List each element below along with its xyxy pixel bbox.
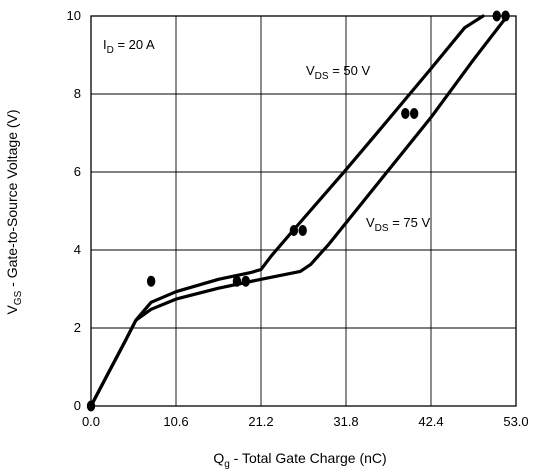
y-tick-label: 4 — [74, 242, 81, 257]
data-marker — [492, 10, 501, 22]
data-marker — [232, 275, 242, 287]
data-marker — [241, 275, 250, 287]
x-tick-label: 42.4 — [418, 414, 443, 429]
x-tick-labels: 0.0 10.6 21.2 31.8 42.4 53.0 — [82, 414, 529, 429]
y-tick-label: 6 — [74, 164, 81, 179]
y-tick-label: 10 — [67, 8, 81, 23]
data-markers — [86, 10, 510, 412]
x-tick-label: 53.0 — [503, 414, 528, 429]
series-lines — [89, 14, 509, 408]
series-line-2 — [89, 14, 509, 408]
y-tick-label: 2 — [74, 320, 81, 335]
x-axis-label: Qg - Total Gate Charge (nC) — [213, 450, 386, 470]
data-marker — [501, 10, 510, 22]
grid-lines — [91, 16, 516, 406]
plot-area — [90, 15, 517, 407]
data-marker — [409, 108, 419, 119]
annotation-id: ID = 20 A — [103, 37, 155, 56]
x-tick-label: 31.8 — [333, 414, 358, 429]
annotation-vds-75: VDS = 75 V — [366, 215, 430, 234]
data-marker — [298, 225, 307, 236]
data-marker — [401, 108, 410, 119]
data-marker — [146, 275, 156, 287]
data-marker — [86, 400, 96, 412]
y-tick-label: 0 — [74, 398, 81, 413]
y-tick-label: 8 — [74, 86, 81, 101]
annotation-vds-50: VDS = 50 V — [306, 63, 370, 82]
x-tick-label: 21.2 — [248, 414, 273, 429]
data-marker — [289, 225, 299, 236]
y-tick-labels: 0 2 4 6 8 10 — [67, 8, 81, 413]
x-tick-label: 0.0 — [82, 414, 100, 429]
y-axis-label: VGS - Gate-to-Source Voltage (V) — [4, 109, 24, 314]
x-tick-label: 10.6 — [163, 414, 188, 429]
